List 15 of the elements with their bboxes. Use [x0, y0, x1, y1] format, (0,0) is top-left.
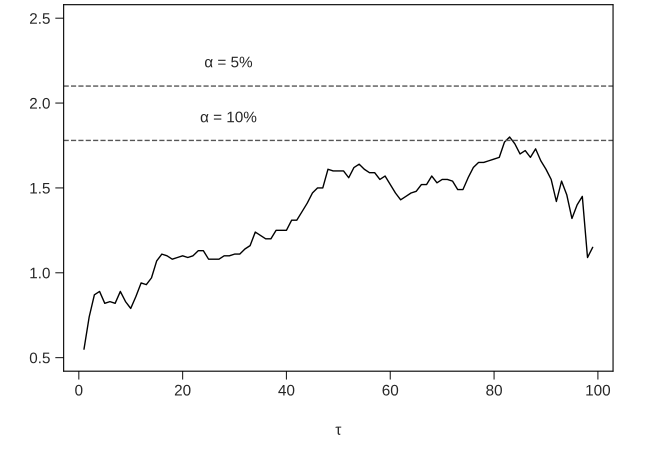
y-tick-label: 1.5	[30, 182, 50, 194]
x-tick-label: 100	[586, 384, 610, 396]
x-axis-title: τ	[336, 426, 342, 435]
x-tick-label: 20	[174, 384, 191, 396]
y-tick-label: 0.5	[30, 352, 50, 364]
x-tick-label: 40	[278, 384, 294, 396]
annotation: α = 10%	[200, 112, 256, 122]
annotation: α = 5%	[204, 56, 252, 68]
y-tick-label: 2.5	[30, 13, 50, 24]
x-tick-label: 0	[75, 384, 82, 396]
y-tick-label: 2.0	[30, 98, 50, 109]
line-series	[83, 136, 594, 350]
y-tick-label: 1.0	[30, 268, 50, 278]
x-tick-label: 60	[382, 384, 398, 396]
x-tick-label: 80	[486, 384, 502, 396]
